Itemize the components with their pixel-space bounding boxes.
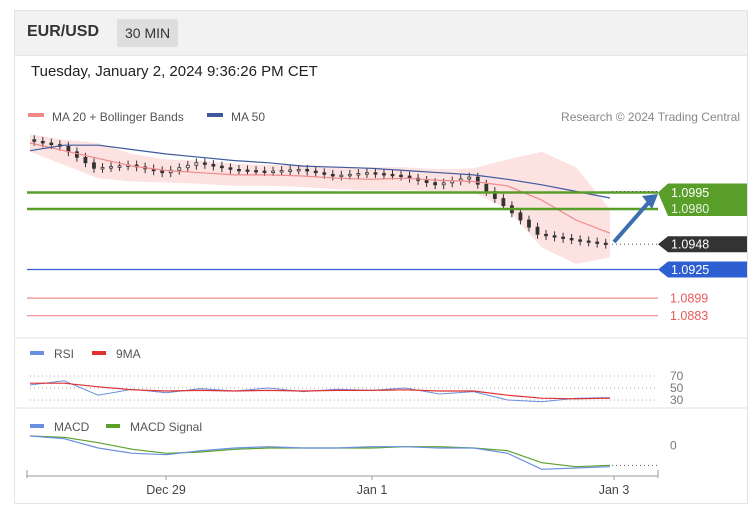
candle-body: [313, 170, 318, 174]
legend-label-macd: MACD: [54, 420, 90, 434]
macd-tick-label: 0: [670, 438, 677, 452]
candle-body: [254, 170, 258, 173]
candle-body: [160, 170, 165, 174]
legend-swatch-9ma: [92, 351, 106, 355]
legend-swatch-macd-signal: [106, 424, 120, 428]
candle-body: [552, 235, 557, 238]
bollinger-band: [30, 134, 610, 264]
ma20-line: [29, 142, 611, 234]
candle-body: [569, 238, 574, 241]
candle-body: [228, 167, 233, 170]
rsi-9ma-line: [30, 382, 611, 400]
candle-body: [83, 156, 88, 164]
chart-header: EUR/USD 30 MIN: [15, 11, 747, 56]
candle-body: [373, 172, 378, 175]
candle-body: [271, 170, 275, 173]
candle-body: [347, 173, 352, 177]
candle-body: [245, 169, 250, 172]
forecast-arrow-head: [642, 194, 658, 209]
legend-swatch-ma50: [207, 113, 223, 117]
candle-body: [586, 240, 591, 243]
candle-body: [603, 242, 608, 246]
rsi-tick-label: 30: [670, 393, 684, 407]
candle-body: [220, 165, 224, 169]
candle-body: [441, 182, 446, 186]
legend-swatch-macd: [30, 424, 44, 428]
ma50-line: [29, 144, 611, 199]
legend-label-9ma: 9MA: [116, 347, 141, 361]
target-level-text: 1.0899: [670, 292, 708, 306]
level-tag-support: [658, 261, 747, 278]
candle-body: [339, 174, 344, 178]
candle-body: [424, 179, 429, 183]
candle-body: [390, 173, 395, 177]
candle-body: [262, 170, 267, 173]
candle-body: [296, 168, 301, 172]
candle-body: [330, 173, 335, 177]
candle-body: [544, 233, 548, 237]
level-tag-text: 1.0925: [671, 263, 709, 277]
candle-body: [177, 167, 182, 171]
legend-swatch-ma20: [28, 113, 44, 117]
candle-body: [288, 169, 293, 172]
x-axis-label: Jan 1: [357, 483, 388, 497]
level-tag-last: [658, 236, 747, 253]
candle-body: [49, 142, 54, 146]
candle-body: [382, 173, 386, 176]
candle-body: [202, 162, 207, 165]
level-tag-text: 1.0980: [671, 202, 709, 216]
legend-label-rsi: RSI: [54, 347, 74, 361]
candle-body: [365, 172, 369, 175]
candle-body: [100, 167, 105, 170]
legend-label-macd-signal: MACD Signal: [130, 420, 202, 434]
candle-body: [117, 165, 122, 168]
candle-body: [211, 164, 216, 167]
x-axis-label: Jan 3: [599, 483, 630, 497]
candle-body: [527, 219, 531, 228]
candle-body: [595, 241, 600, 244]
candle-body: [535, 226, 540, 235]
level-tag-text: 1.0995: [671, 186, 709, 200]
legend-label-ma50: MA 50: [231, 110, 265, 124]
candle-body: [279, 170, 284, 173]
resistance-tag: [658, 183, 747, 216]
macd-line: [29, 435, 611, 470]
candle-body: [237, 168, 241, 172]
legend-label-ma20: MA 20 + Bollinger Bands: [52, 110, 184, 124]
x-axis-label: Dec 29: [146, 483, 186, 497]
candle-body: [518, 212, 523, 221]
level-tag-text: 1.0948: [671, 238, 709, 252]
legend-swatch-rsi: [30, 351, 44, 355]
candle-body: [399, 174, 403, 178]
candle-body: [467, 176, 472, 180]
rsi-tick-label: 70: [670, 369, 684, 383]
timestamp: Tuesday, January 2, 2024 9:36:26 PM CET: [31, 63, 318, 80]
target-level-text: 1.0883: [670, 309, 708, 323]
candle-body: [92, 162, 96, 169]
chart-card: EUR/USD 30 MIN Tuesday, January 2, 2024 …: [14, 10, 748, 504]
symbol-label: EUR/USD: [27, 23, 100, 40]
candle-body: [578, 239, 583, 242]
candle-body: [194, 162, 199, 166]
candle-body: [356, 173, 361, 176]
forecast-arrow-shaft: [612, 200, 651, 244]
candle-body: [185, 164, 190, 169]
candle-body: [322, 172, 327, 175]
candle-body: [32, 139, 37, 142]
timeframe-badge[interactable]: 30 MIN: [117, 19, 179, 47]
rsi-tick-label: 50: [670, 381, 684, 395]
candle-body: [561, 236, 565, 239]
candle-body: [501, 198, 506, 207]
candle-body: [109, 166, 113, 169]
candle-body: [40, 140, 45, 144]
candle-body: [484, 183, 489, 192]
candle-body: [475, 176, 480, 185]
candle-body: [433, 182, 438, 186]
candle-body: [305, 168, 310, 172]
credit-text: Research © 2024 Trading Central: [561, 110, 740, 124]
candle-body: [75, 151, 79, 158]
